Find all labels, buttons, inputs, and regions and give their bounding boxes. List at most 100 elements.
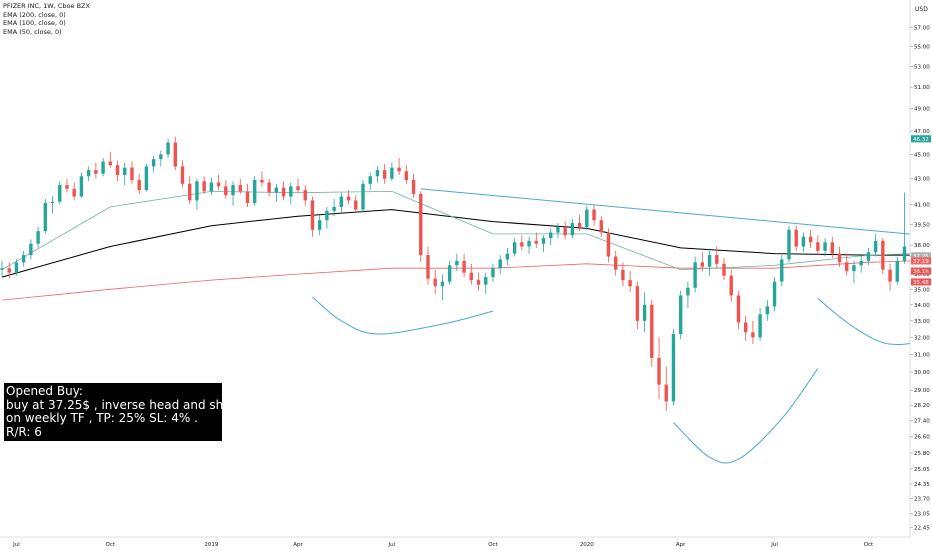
chart-legend: PFIZER INC, 1W, Cboe BZX EMA (200, close… (3, 2, 90, 36)
candle-body (534, 240, 538, 244)
price-tick-label: 39.50 (914, 222, 930, 228)
candle-body (137, 179, 141, 191)
price-tag (911, 257, 931, 265)
candle-body (188, 183, 192, 201)
candle-body (678, 295, 683, 335)
candle-body (866, 252, 871, 261)
candle-body (476, 280, 481, 285)
candle-body (758, 314, 762, 338)
time-tick-label: Apr (676, 542, 686, 548)
price-tick-label: 51.00 (914, 85, 930, 91)
candle-body (65, 185, 69, 189)
candle-body (794, 229, 798, 247)
candle-body (541, 238, 546, 244)
candle-body (671, 334, 676, 402)
price-tick-label: 25.05 (914, 467, 930, 473)
candle-body (216, 182, 221, 187)
candle-body (873, 240, 878, 253)
candle-body (693, 262, 697, 288)
candle-body (614, 256, 618, 270)
candle-body (346, 196, 351, 201)
candle-body (577, 222, 582, 228)
price-tag-label: 46.32 (913, 137, 929, 143)
candle-body (780, 259, 784, 282)
time-tick-label: Jul (388, 542, 396, 548)
candle-body (512, 242, 517, 254)
candle-body (108, 161, 112, 166)
pattern-arc (312, 296, 494, 335)
price-tick-label: 32.00 (914, 335, 930, 341)
price-tick-label: 55.00 (914, 45, 930, 51)
candle-body (130, 167, 134, 180)
candle-body (317, 220, 322, 230)
candle-body (556, 227, 560, 233)
candle-body (72, 188, 76, 197)
time-tick-label: Oct (864, 542, 874, 548)
candle-body (296, 186, 300, 191)
candle-body (765, 306, 770, 315)
trade-note-line: on weekly TF , TP: 25% SL: 4% . (6, 411, 198, 426)
price-tick-label: 38.00 (914, 243, 930, 249)
ema-line (1, 209, 912, 278)
price-tick-label: 57.00 (914, 25, 930, 31)
candle-body (881, 240, 885, 270)
candle-body (902, 246, 907, 261)
candle-body (21, 255, 26, 263)
candle-body (549, 232, 553, 239)
price-tick-label: 31.00 (914, 352, 930, 358)
candle-body (440, 281, 445, 287)
price-tick-label: 36.00 (914, 272, 930, 278)
candle-body (390, 167, 394, 179)
candle-body (101, 161, 105, 174)
pattern-arc (673, 368, 819, 464)
price-tick-label: 25.80 (914, 451, 930, 457)
candle-body (339, 196, 344, 207)
candle-body (29, 243, 33, 256)
candle-body (50, 201, 55, 204)
candle-body (722, 263, 726, 276)
legend-ema-100: EMA (100, close, 0) (3, 19, 66, 28)
candle-body (570, 222, 575, 236)
price-tick-label: 49.00 (914, 107, 930, 113)
price-tag-label: 36.1h (913, 269, 929, 275)
price-tick-label: 35.00 (914, 287, 930, 293)
candle-body (729, 275, 733, 296)
candle-body (686, 287, 690, 296)
candle-body (36, 231, 40, 244)
candle-body (180, 166, 185, 184)
candle-body (43, 203, 48, 232)
currency-label: USD (915, 6, 928, 13)
candle-body (859, 260, 863, 266)
candle-body (736, 295, 741, 323)
time-tick-label: 2019 (204, 542, 218, 548)
candle-body (621, 269, 625, 281)
candle-body (801, 236, 806, 247)
trade-note: Opened Buy: buy at 37.25$ , inverse head… (4, 383, 260, 441)
candle-body (151, 159, 156, 167)
candle-body (411, 179, 416, 194)
candle-body (115, 165, 120, 176)
trendline (420, 188, 932, 237)
candle-body (79, 176, 84, 197)
candle-body (368, 176, 372, 184)
price-tag (911, 267, 931, 275)
candle-body (224, 186, 228, 196)
candle-body (816, 242, 820, 251)
time-tick-label: 2020 (580, 542, 594, 548)
time-tick-label: Oct (488, 542, 498, 548)
candle-body (743, 322, 748, 333)
candle-body (447, 265, 452, 282)
candle-body (491, 268, 495, 278)
legend-ema-200: EMA (200, close, 0) (3, 10, 66, 19)
price-tag-label: 37.25 (913, 254, 929, 260)
candle-body (281, 187, 286, 197)
candle-body (700, 262, 705, 267)
candle-body (274, 187, 279, 193)
price-tick-label: 45.00 (914, 152, 930, 158)
candle-body (455, 260, 459, 266)
candle-body (606, 232, 611, 257)
candle-body (830, 242, 834, 254)
candle-body (707, 255, 712, 267)
price-tick-label: 34.00 (914, 303, 930, 309)
